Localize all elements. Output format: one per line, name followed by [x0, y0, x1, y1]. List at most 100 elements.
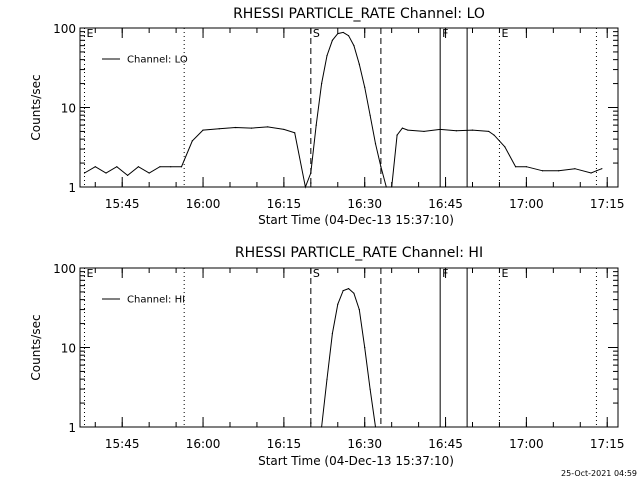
data-point	[159, 166, 161, 168]
x-tick-label: 17:15	[590, 437, 625, 451]
data-point	[364, 346, 366, 349]
event-marker-label: S	[313, 27, 320, 40]
data-point	[590, 172, 592, 174]
x-tick-label: 17:00	[509, 197, 544, 211]
timestamp-label: 25-Oct-2021 04:59	[561, 469, 637, 478]
y-tick-label: 100	[53, 22, 76, 36]
chart-title: RHESSI PARTICLE_RATE Channel: HI	[235, 245, 483, 261]
data-point	[331, 332, 333, 335]
data-point	[267, 126, 269, 128]
x-tick-label: 16:45	[428, 437, 463, 451]
data-point	[326, 378, 328, 380]
x-tick-label: 16:30	[347, 437, 382, 451]
x-tick-label: 16:30	[347, 197, 382, 211]
data-point	[127, 174, 129, 176]
data-point	[234, 126, 236, 129]
y-tick-label: 1	[68, 181, 76, 195]
data-point	[321, 82, 323, 85]
data-point	[315, 124, 317, 126]
event-marker-label: E	[86, 267, 93, 280]
plot-frame	[79, 27, 619, 188]
data-point	[137, 166, 139, 168]
data-point	[321, 426, 323, 428]
data-point	[374, 426, 377, 428]
data-point	[148, 172, 150, 174]
data-point	[364, 86, 366, 88]
legend-entry: Channel: HI	[127, 295, 185, 306]
data-point	[396, 134, 398, 136]
x-axis-label: Start Time (04-Dec-13 15:37:10)	[258, 454, 454, 468]
x-tick-label: 15:45	[105, 437, 140, 451]
data-point	[180, 166, 183, 168]
data-point	[504, 146, 506, 148]
data-point	[353, 45, 355, 47]
data-point	[304, 186, 307, 188]
data-point	[326, 54, 328, 57]
data-point	[407, 129, 409, 131]
event-marker-label: E	[86, 27, 93, 40]
data-point	[541, 170, 544, 172]
data-point	[342, 31, 344, 34]
y-tick-label: 10	[61, 342, 76, 356]
data-point	[94, 166, 96, 168]
event-marker-label: F	[442, 267, 448, 280]
data-point	[337, 303, 339, 305]
x-axis-label: Start Time (04-Dec-13 15:37:10)	[258, 213, 454, 227]
y-tick-label: 100	[53, 262, 76, 276]
data-point	[369, 114, 371, 116]
data-point	[353, 292, 355, 294]
event-marker-label: F	[442, 27, 448, 40]
series-line	[321, 288, 376, 428]
event-marker-label: S	[313, 267, 320, 280]
data-point	[493, 134, 495, 136]
data-point	[558, 170, 560, 172]
data-point	[380, 166, 382, 168]
data-point	[347, 35, 350, 37]
x-tick-label: 16:00	[186, 197, 221, 211]
data-point	[347, 288, 350, 290]
y-tick-label: 10	[61, 102, 76, 116]
data-point	[105, 172, 107, 174]
x-tick-label: 16:45	[428, 197, 463, 211]
data-point	[218, 128, 220, 130]
data-point	[515, 166, 517, 168]
chart-panel-2: RHESSI PARTICLE_RATE Channel: HI 1 10 100 15…	[29, 245, 625, 468]
y-tick-label: 1	[68, 421, 76, 435]
x-tick-label: 17:00	[509, 437, 544, 451]
data-point	[83, 172, 86, 174]
data-point	[423, 130, 425, 133]
data-point	[331, 39, 333, 41]
y-axis-label: Counts/sec	[29, 314, 43, 380]
data-point	[250, 127, 253, 129]
x-tick-label: 16:15	[267, 197, 302, 211]
data-point	[601, 168, 603, 170]
data-point	[116, 166, 118, 168]
x-tick-label: 17:15	[590, 197, 625, 211]
legend-entry: Channel: LO	[127, 55, 188, 66]
chart-title: RHESSI PARTICLE_RATE Channel: LO	[233, 6, 485, 22]
event-marker-label: E	[501, 27, 508, 40]
data-point	[374, 143, 377, 145]
data-point	[337, 33, 339, 35]
chart-panel-1: RHESSI PARTICLE_RATE Channel: LO 1 10 100 15…	[29, 6, 625, 227]
data-point	[310, 172, 312, 174]
data-point	[342, 289, 344, 292]
data-point	[455, 130, 457, 132]
x-tick-label: 15:45	[105, 197, 140, 211]
data-point	[358, 308, 360, 311]
data-point	[294, 132, 296, 134]
data-point	[369, 388, 371, 390]
data-point	[595, 170, 598, 172]
x-tick-label: 16:15	[267, 437, 302, 451]
x-tick-label: 16:00	[186, 437, 221, 451]
data-point	[385, 186, 387, 188]
data-point	[191, 140, 193, 142]
data-point	[358, 63, 360, 65]
y-axis-label: Counts/sec	[29, 74, 43, 140]
data-point	[170, 166, 172, 168]
data-point	[391, 186, 393, 188]
data-point	[488, 130, 490, 133]
event-marker-label: E	[501, 267, 508, 280]
data-point	[283, 128, 285, 131]
